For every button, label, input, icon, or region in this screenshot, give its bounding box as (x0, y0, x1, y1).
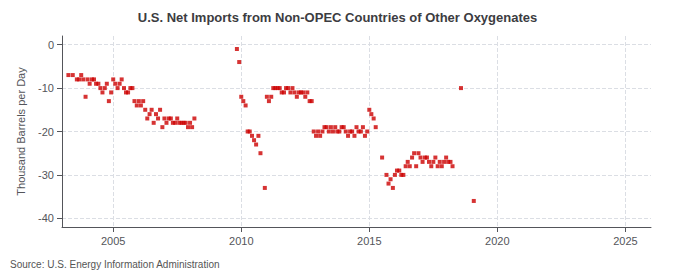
svg-text:2010: 2010 (229, 235, 253, 247)
svg-text:Thousand Barrels per Day: Thousand Barrels per Day (15, 67, 27, 196)
svg-text:U.S. Net Imports from Non-OPEC: U.S. Net Imports from Non-OPEC Countries… (138, 10, 537, 25)
svg-text:2025: 2025 (613, 235, 637, 247)
svg-text:-10: -10 (38, 82, 54, 94)
svg-text:-30: -30 (38, 169, 54, 181)
svg-text:0: 0 (48, 39, 54, 51)
svg-text:2005: 2005 (101, 235, 125, 247)
svg-text:2015: 2015 (357, 235, 381, 247)
svg-text:-20: -20 (38, 126, 54, 138)
svg-text:2020: 2020 (485, 235, 509, 247)
svg-text:Source: U.S. Energy Informatio: Source: U.S. Energy Information Administ… (10, 259, 220, 270)
svg-text:-40: -40 (38, 212, 54, 224)
